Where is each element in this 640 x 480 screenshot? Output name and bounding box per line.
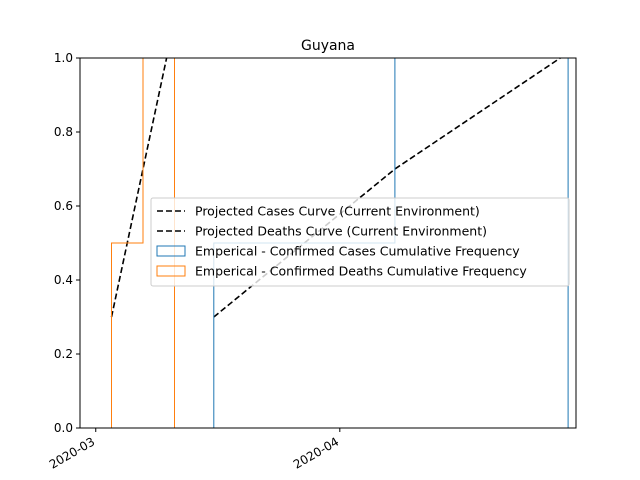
x-tick-label: 2020-03 (47, 434, 97, 471)
y-tick-label: 1.0 (54, 51, 73, 65)
chart-title: Guyana (301, 38, 355, 54)
legend-items: Projected Cases Curve (Current Environme… (156, 204, 527, 279)
y-tick-label: 0.6 (54, 199, 73, 213)
y-tick-label: 0.4 (54, 273, 73, 287)
legend-label: Projected Cases Curve (Current Environme… (195, 204, 480, 219)
plot-frame (79, 57, 577, 429)
x-axis: 2020-03 2020-04 (47, 428, 341, 472)
legend-swatch (156, 265, 186, 277)
legend-box (150, 197, 570, 287)
legend-swatch (156, 245, 186, 257)
legend-label: Emperical - Confirmed Cases Cumulative F… (195, 244, 520, 259)
y-tick-label: 0.0 (54, 421, 73, 435)
legend-label: Projected Deaths Curve (Current Environm… (195, 224, 487, 239)
y-tick-label: 0.2 (54, 347, 73, 361)
legend: Projected Cases Curve (Current Environme… (150, 197, 570, 287)
series-emperical-confirmed-deaths-cumulative-frequency (111, 57, 175, 428)
x-tick-label: 2020-04 (291, 434, 341, 471)
legend-label: Emperical - Confirmed Deaths Cumulative … (195, 264, 527, 279)
series-projected-deaths-curve-current-environment (110, 57, 168, 318)
y-tick-label: 0.8 (54, 125, 73, 139)
y-axis: 0.0 0.2 0.4 0.6 0.8 1.0 (54, 51, 80, 435)
